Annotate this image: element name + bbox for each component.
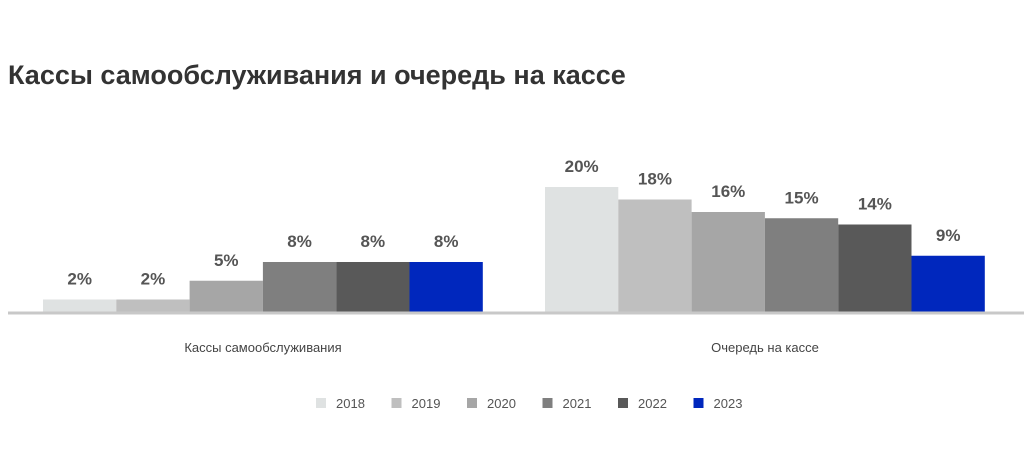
legend-swatch-2018 xyxy=(316,398,326,408)
bar-2023-0 xyxy=(409,262,483,312)
data-label: 9% xyxy=(936,226,961,245)
data-label: 8% xyxy=(287,232,312,251)
bar-2022-0 xyxy=(336,262,410,312)
legend-label: 2018 xyxy=(336,396,365,411)
data-label: 16% xyxy=(711,182,745,201)
bar-2019-0 xyxy=(116,299,190,312)
data-label: 14% xyxy=(858,195,892,214)
data-label: 8% xyxy=(361,232,386,251)
data-label: 2% xyxy=(67,270,92,289)
category-label: Кассы самообслуживания xyxy=(184,340,341,355)
bar-2021-1 xyxy=(764,218,839,312)
legend-swatch-2023 xyxy=(693,398,704,408)
bar-2021-0 xyxy=(262,262,337,312)
data-label: 20% xyxy=(565,157,599,176)
data-label: 18% xyxy=(638,170,672,189)
bar-2020-1 xyxy=(691,212,765,312)
data-label: 2% xyxy=(141,270,166,289)
data-label: 15% xyxy=(785,188,819,207)
legend-label: 2019 xyxy=(412,396,441,411)
data-label: 5% xyxy=(214,251,239,270)
legend-swatch-2022 xyxy=(618,398,628,408)
data-label: 8% xyxy=(434,232,459,251)
chart-title: Кассы самообслуживания и очередь на касс… xyxy=(8,60,626,90)
bar-2019-1 xyxy=(618,199,692,312)
bar-2022-1 xyxy=(838,224,912,312)
legend-swatch-2019 xyxy=(391,398,402,408)
legend-label: 2021 xyxy=(563,396,592,411)
bar-2018-0 xyxy=(43,299,117,312)
bar-2023-1 xyxy=(911,255,985,312)
legend-label: 2022 xyxy=(638,396,667,411)
legend-label: 2023 xyxy=(714,396,743,411)
category-label: Очередь на кассе xyxy=(711,340,819,355)
legend-swatch-2020 xyxy=(467,398,477,408)
legend-label: 2020 xyxy=(487,396,516,411)
legend-swatch-2021 xyxy=(542,398,553,408)
bar-2018-1 xyxy=(545,187,619,312)
bar-2020-0 xyxy=(189,280,263,312)
